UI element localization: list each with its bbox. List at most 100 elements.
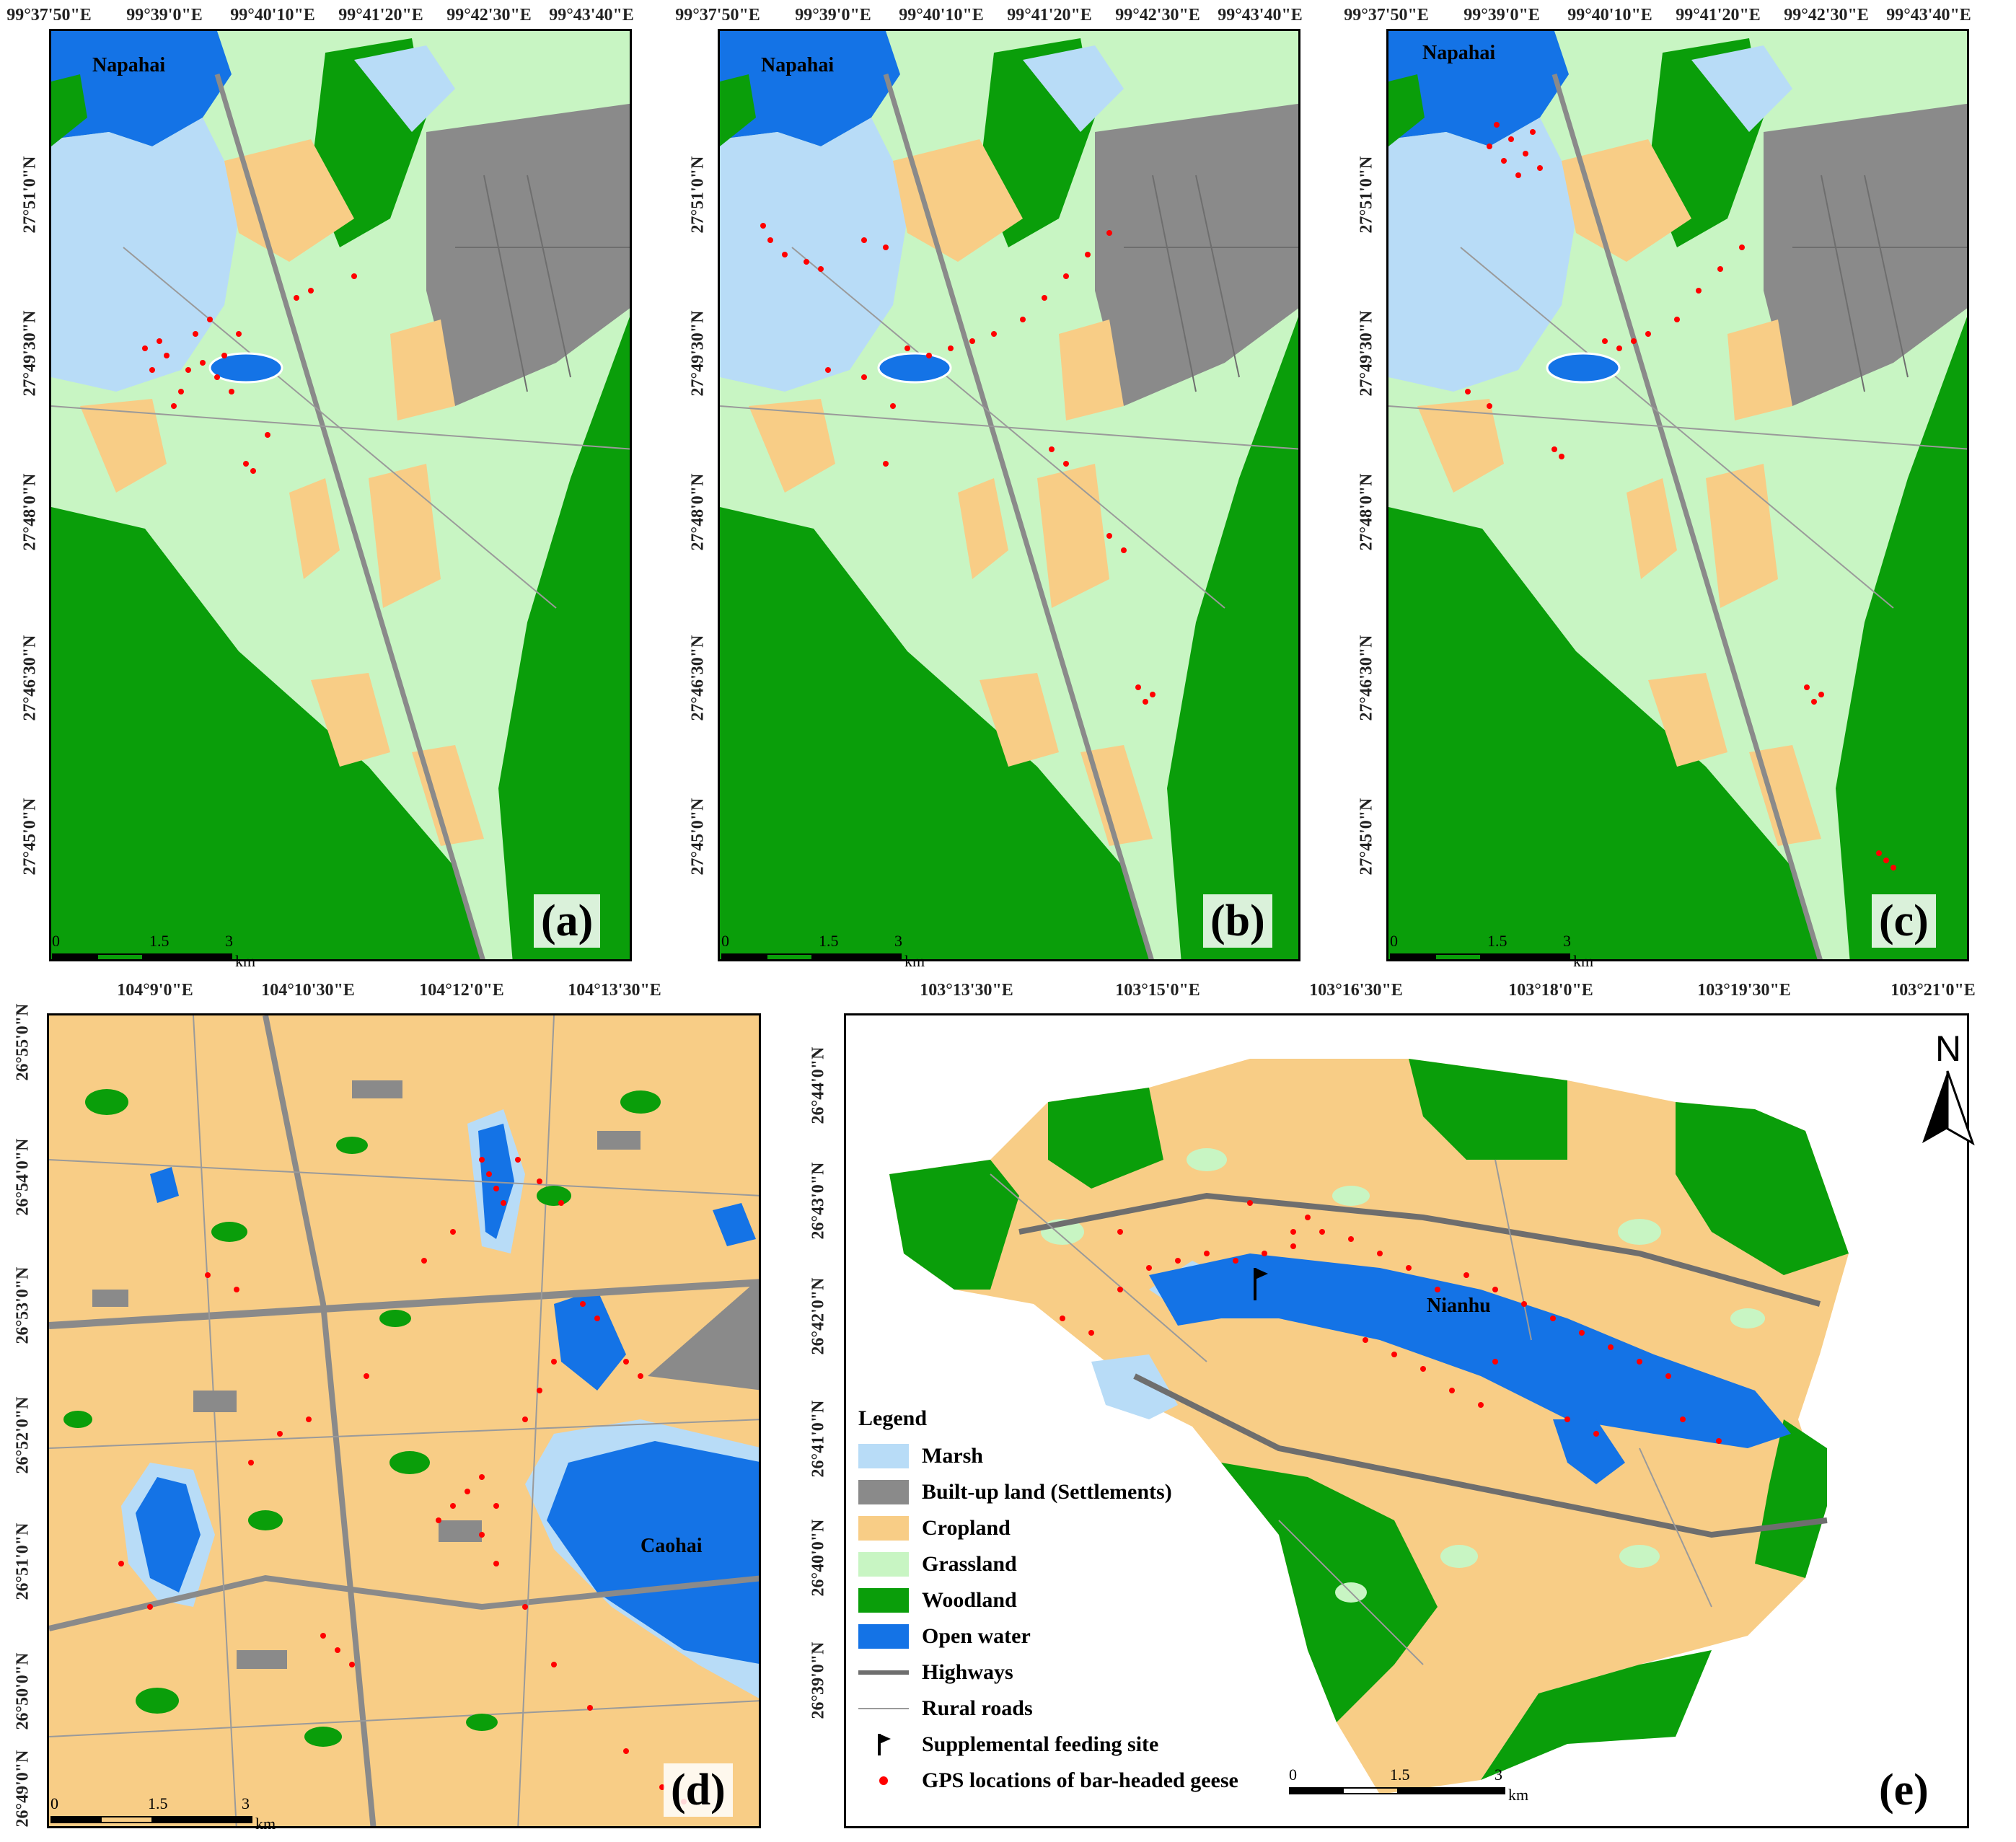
panel-b-scale-bar: 0 1.5 3 km [721,932,938,975]
panel-b-left-tick: 27°45'0"N [688,798,708,876]
legend-swatch [858,1480,909,1504]
legend-label: Built-up land (Settlements) [922,1480,1172,1504]
panel-d-left-tick: 26°55'0"N [13,1003,32,1081]
panel-d-left-tick: 26°54'0"N [13,1138,32,1216]
panel-d-scale-bar: 0 1.5 3 km [50,1794,296,1838]
legend-label: Open water [922,1624,1031,1648]
scale-tick: 0 [52,932,60,950]
panel-e-scale-bar: 0 1.5 3 km [1289,1766,1549,1809]
gps-points-d [118,1157,687,1804]
panel-e-place-label: Nianhu [1427,1295,1491,1317]
map-d-landcover [49,1015,759,1826]
panel-d-top-tick: 104°13'30"E [568,981,661,1000]
panel-e-left-tick: 26°42'0"N [809,1277,828,1355]
legend-item-feeding-site: Supplemental feeding site [858,1727,1306,1763]
scale-tick: 1.5 [1487,932,1507,950]
panel-e-left-tick: 26°40'0"N [809,1519,828,1597]
panel-d-top-tick: 104°12'0"E [419,981,504,1000]
panel-b-left-tick: 27°46'30"N [688,635,708,721]
panel-c-place-label: Napahai [1422,42,1496,64]
legend-label: Supplemental feeding site [922,1732,1159,1756]
legend-swatch [858,1444,909,1468]
legend-item-rural-roads: Rural roads [858,1691,1306,1727]
panel-b-top-tick: 99°39'0"E [795,6,871,25]
legend-item-builtup: Built-up land (Settlements) [858,1474,1306,1510]
panel-d-left-tick: 26°51'0"N [13,1522,32,1600]
scale-bar-graphic [52,953,232,961]
panel-c-top-tick: 99°37'50"E [1344,6,1429,25]
panel-a-top-tick: 99°42'30"E [446,6,532,25]
legend-swatch [858,1624,909,1649]
panel-e-left-tick: 26°41'0"N [809,1400,828,1478]
panel-e-top-tick: 103°21'0"E [1890,981,1976,1000]
panel-a-left-tick: 27°49'30"N [20,310,40,397]
north-arrow-icon [1922,1070,1975,1146]
panel-a-left-tick: 27°45'0"N [20,798,40,876]
legend-highway-line [858,1670,909,1675]
scale-unit: km [1508,1786,1529,1804]
panel-e-left-tick: 26°44'0"N [809,1046,828,1124]
scale-tick: 3 [225,932,233,950]
panel-d-label: (d) [664,1763,733,1817]
panel-c-label: (c) [1872,894,1936,948]
panel-b-place-label: Napahai [761,54,835,76]
panel-a-label: (a) [534,894,601,948]
panel-b-label: (b) [1203,894,1272,948]
scale-bar-graphic [50,1816,252,1823]
gps-points-b [760,223,1156,705]
scale-tick: 1.5 [1390,1766,1410,1784]
legend-swatch [858,1552,909,1577]
legend-label: Rural roads [922,1696,1033,1720]
panel-b-left-tick: 27°48'0"N [688,473,708,551]
scale-unit: km [255,1815,276,1833]
legend-label: Cropland [922,1516,1011,1540]
scale-tick: 3 [894,932,902,950]
panel-d-top-tick: 104°9'0"E [117,981,193,1000]
panel-c-left-tick: 27°48'0"N [1357,473,1376,551]
scale-bar-graphic [1289,1787,1505,1794]
map-frame-b [718,29,1300,961]
map-frame-d [47,1013,761,1828]
legend-label: GPS locations of bar-headed geese [922,1768,1238,1792]
panel-d-top-tick: 104°10'30"E [261,981,355,1000]
panel-a-scale-bar: 0 1.5 3 km [52,932,268,975]
panel-d-left-tick: 26°53'0"N [13,1266,32,1344]
panel-e-top-tick: 103°19'30"E [1697,981,1791,1000]
legend-item-grassland: Grassland [858,1546,1306,1582]
legend-item-cropland: Cropland [858,1510,1306,1546]
legend-title: Legend [858,1406,928,1430]
legend-item-openwater: Open water [858,1618,1306,1654]
scale-tick: 1.5 [149,932,170,950]
legend: Legend Marsh Built-up land (Settlements)… [858,1406,1306,1799]
scale-unit: km [904,952,925,970]
legend-label: Woodland [922,1588,1017,1612]
scale-tick: 0 [1289,1766,1297,1784]
panel-b-top-tick: 99°37'50"E [675,6,760,25]
scale-tick: 0 [721,932,729,950]
panel-a-left-tick: 27°51'0"N [20,156,40,234]
legend-label: Marsh [922,1444,983,1468]
legend-road-line [858,1708,909,1709]
map-frame-c [1386,29,1969,961]
legend-label: Grassland [922,1552,1017,1576]
panel-a-left-tick: 27°48'0"N [20,473,40,551]
panel-d-place-label: Caohai [641,1535,703,1557]
panel-e-label: (e) [1872,1763,1936,1817]
feeding-site-flag [1254,1268,1268,1300]
scale-tick: 1.5 [148,1794,168,1812]
panel-e-top-tick: 103°13'30"E [920,981,1013,1000]
panel-c-left-tick: 27°49'30"N [1357,310,1376,397]
panel-a-top-tick: 99°41'20"E [338,6,423,25]
legend-item-gps: GPS locations of bar-headed geese [858,1763,1306,1799]
panel-a-top-tick: 99°39'0"E [126,6,203,25]
panel-a-top-tick: 99°40'10"E [230,6,315,25]
map-frame-e [844,1013,1969,1828]
panel-c-top-tick: 99°39'0"E [1463,6,1540,25]
legend-item-marsh: Marsh [858,1438,1306,1474]
panel-c-scale-bar: 0 1.5 3 km [1390,932,1606,975]
scale-tick: 1.5 [819,932,839,950]
panel-d-left-tick: 26°49'0"N [13,1750,32,1828]
gps-points-c [1465,122,1896,871]
north-arrow: N [1915,1028,1980,1158]
scale-bar-graphic [1390,953,1570,961]
